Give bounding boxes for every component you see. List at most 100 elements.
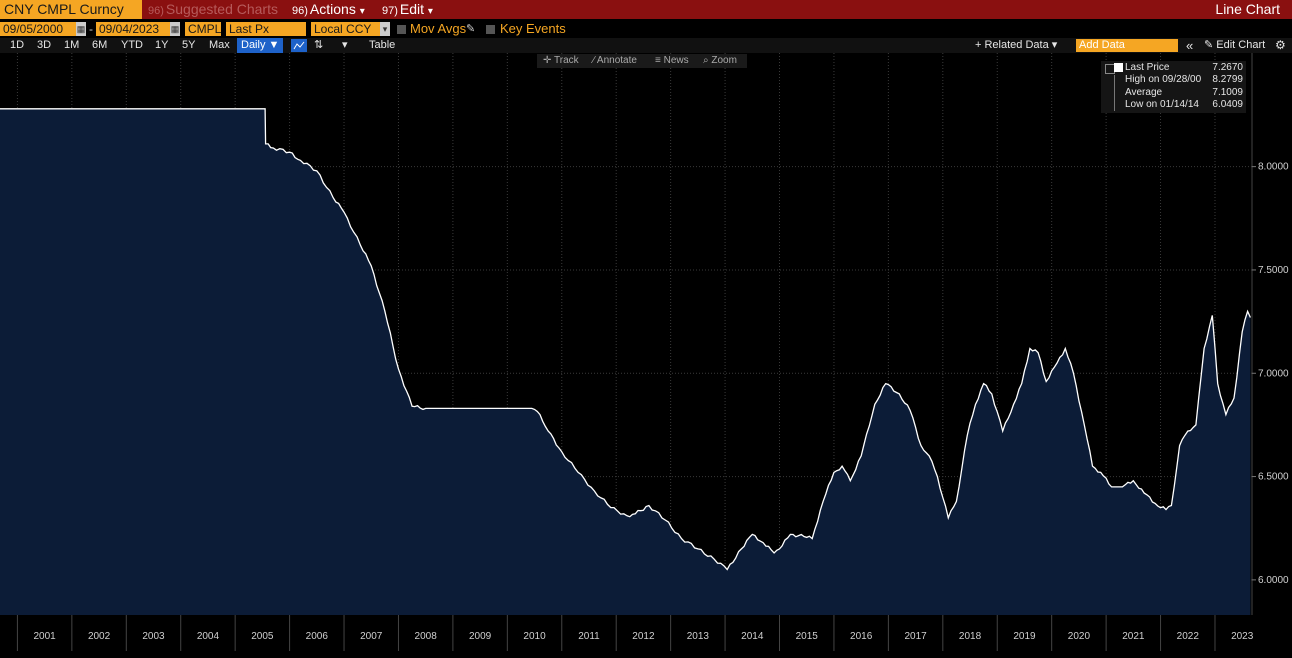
table-button[interactable]: Table [369,39,396,51]
chart-settings-bar: 09/05/2000 ▦ - 09/04/2023 ▦ CMPL Last Px… [0,21,1292,37]
pricing-source-field[interactable]: CMPL [185,22,221,36]
y-axis-ticks: 6.0000 6.5000 7.0000 7.5000 8.0000 [1252,162,1289,586]
range-1y[interactable]: 1Y [155,39,169,51]
x-tick-label: 2004 [197,631,220,642]
price-legend: Last Price 7.2670 High on 09/28/00 8.279… [1101,61,1246,113]
y-tick-label: 8.0000 [1258,162,1289,173]
mov-avgs-label[interactable]: Mov Avgs [410,21,467,36]
x-tick-label: 2023 [1231,631,1254,642]
legend-last-price-label: Last Price [1125,62,1170,73]
legend-average-label: Average [1125,87,1163,98]
x-tick-label: 2013 [687,631,710,642]
annotate-label: Annotate [596,55,637,66]
end-date-field[interactable]: 09/04/2023 [96,22,170,36]
x-tick-label: 2003 [142,631,165,642]
legend-average: Average 7.1009 [1125,87,1243,99]
x-tick-label: 2008 [415,631,438,642]
security-ticker-field[interactable]: CNY CMPL Curncy [0,0,142,19]
track-crosshair-icon: ✛ [543,55,552,66]
news-tool[interactable]: ≡ News [655,54,689,68]
suggested-charts-menu[interactable]: 96) Suggested Charts [148,0,278,19]
date-separator: - [89,22,93,36]
range-5y[interactable]: 5Y [182,39,196,51]
range-3d[interactable]: 3D [37,39,52,51]
price-chart-svg: 2001 2002 2003 2004 2005 2006 2007 2008 2009 2010… [0,53,1292,653]
chart-area[interactable]: 2001 2002 2003 2004 2005 2006 2007 2008 2009 2010… [0,53,1292,653]
related-data-menu[interactable]: + Related Data ▾ [975,39,1058,51]
x-tick-label: 2011 [578,631,600,642]
news-label: News [663,55,689,66]
range-ytd[interactable]: YTD [121,39,143,51]
key-events-checkbox[interactable] [486,25,495,34]
currency-selector[interactable]: Local CCY [311,22,380,36]
x-tick-label: 2001 [34,631,57,642]
legend-low-label: Low on 01/14/14 [1125,99,1199,110]
chart-style-dropdown-icon[interactable]: ▾ [342,39,348,51]
x-tick-label: 2006 [306,631,329,642]
price-field-selector[interactable]: Last Px [226,22,306,36]
key-events-label[interactable]: Key Events [500,21,566,36]
legend-high-value: 8.2799 [1212,74,1243,85]
suggested-charts-label: Suggested Charts [165,1,278,17]
annotate-pencil-icon: ∕ [593,55,595,66]
news-icon: ≡ [655,55,661,66]
bar-chart-icon[interactable]: ⇅ [314,39,324,51]
line-chart-glyph [293,41,305,50]
x-tick-label: 2016 [850,631,873,642]
track-tool[interactable]: ✛ Track [543,54,579,68]
x-tick-label: 2015 [796,631,819,642]
legend-series-swatch[interactable] [1114,63,1123,72]
legend-low: Low on 01/14/14 6.0409 [1125,99,1243,111]
end-date-calendar-icon[interactable]: ▦ [170,22,180,36]
x-tick-label: 2022 [1177,631,1200,642]
edit-chart-button[interactable]: ✎ Edit Chart [1204,39,1266,51]
edit-dropdown-icon: ▾ [427,6,433,17]
annotate-tool[interactable]: ∕ Annotate [593,54,637,68]
y-tick-label: 7.0000 [1258,368,1289,379]
zoom-magnifier-icon: ⌕ [703,55,709,66]
legend-range-indicator [1114,75,1115,111]
top-toolbar: CNY CMPL Curncy 96) Suggested Charts 96) A… [0,0,1292,19]
range-max[interactable]: Max [209,39,230,51]
range-1d[interactable]: 1D [10,39,25,51]
currency-dropdown-icon[interactable]: ▾ [380,22,390,36]
mov-avgs-checkbox[interactable] [397,25,406,34]
track-label: Track [554,55,579,66]
x-tick-label: 2002 [88,631,111,642]
frequency-selector[interactable]: Daily ▼ [237,38,284,53]
edit-menu[interactable]: 97) Edit ▾ [382,0,433,19]
x-tick-label: 2020 [1068,631,1091,642]
edit-label: Edit [399,1,425,17]
range-6m[interactable]: 6M [92,39,108,51]
settings-gear-icon[interactable]: ⚙ [1275,38,1286,52]
actions-dropdown-icon: ▾ [359,6,365,17]
add-data-input[interactable]: Add Data [1076,39,1178,52]
legend-average-value: 7.1009 [1212,87,1243,98]
price-area-fill [0,108,1251,616]
zoom-tool[interactable]: ⌕ Zoom [703,54,737,68]
pencil-icon[interactable]: ✎ [466,23,476,35]
collapse-icon[interactable]: « [1186,38,1194,53]
actions-label: Actions [309,1,356,17]
x-tick-label: 2010 [523,631,546,642]
legend-high-label: High on 09/28/00 [1125,74,1202,85]
x-tick-label: 2012 [632,631,655,642]
x-tick-label: 2019 [1013,631,1036,642]
chart-type-title: Line Chart [1215,1,1280,17]
start-date-field[interactable]: 09/05/2000 [0,22,76,36]
start-date-calendar-icon[interactable]: ▦ [76,22,86,36]
x-tick-label: 2014 [741,631,764,642]
x-tick-label: 2017 [904,631,927,642]
legend-last-price-value: 7.2670 [1212,62,1243,73]
legend-low-value: 6.0409 [1212,99,1243,110]
y-tick-label: 6.5000 [1258,472,1289,483]
x-axis-ticks: 2001 2002 2003 2004 2005 2006 2007 2008 2009 2010… [16,615,1254,651]
y-tick-label: 7.5000 [1258,265,1289,276]
x-axis-band [0,615,1292,653]
y-tick-label: 6.0000 [1258,575,1289,586]
range-1m[interactable]: 1M [64,39,80,51]
x-tick-label: 2007 [360,631,383,642]
range-toolbar: 1D 3D 1M 6M YTD 1Y 5Y Max Daily ▼ ⇅ ▾ Ta… [0,38,1292,53]
actions-menu[interactable]: 96) Actions ▾ [292,0,365,19]
line-chart-icon[interactable] [291,39,307,52]
